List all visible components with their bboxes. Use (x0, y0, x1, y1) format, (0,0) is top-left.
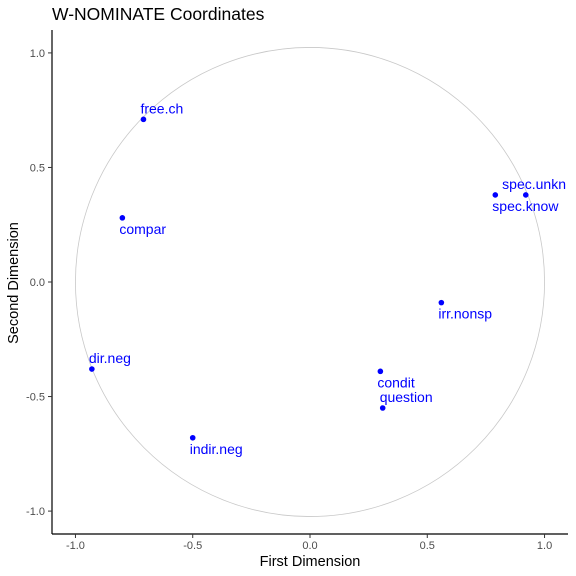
y-tick-label: 1.0 (30, 48, 45, 60)
data-point (140, 116, 147, 123)
data-point-label: indir.neg (190, 441, 243, 457)
data-point (438, 299, 445, 306)
x-tick-label: -0.5 (183, 540, 202, 552)
y-axis-title: Second Dimension (6, 222, 22, 344)
x-tick-label: 1.0 (537, 540, 552, 552)
data-point-label: irr.nonsp (438, 306, 492, 322)
data-point (189, 434, 196, 441)
data-point-label: condit (377, 374, 414, 390)
data-point (377, 368, 384, 375)
data-point-label: spec.unkn (502, 176, 566, 192)
data-point-label: free.ch (140, 100, 183, 116)
data-point (89, 366, 95, 372)
unit-circle (75, 47, 545, 517)
points-layer: free.ch compar spec.unkn spec.know irr.nonsp… (89, 100, 566, 456)
plot-area: free.ch compar spec.unkn spec.know irr.nonsp… (75, 47, 566, 517)
data-point-label: compar (119, 221, 166, 237)
x-axis-title: First Dimension (260, 554, 361, 570)
data-point (119, 215, 126, 221)
data-point (522, 192, 529, 198)
y-axis-ticks: -1.0 -0.5 0.0 0.5 1.0 (26, 48, 52, 518)
data-point-label: dir.neg (89, 350, 131, 366)
x-axis-ticks: -1.0 -0.5 0.0 0.5 1.0 (66, 534, 552, 552)
data-point-label: question (380, 389, 433, 405)
data-point-label: spec.know (492, 198, 559, 214)
y-tick-label: -0.5 (26, 392, 45, 404)
data-point (492, 192, 499, 198)
y-tick-label: 0.5 (30, 162, 45, 174)
data-point (379, 405, 386, 411)
x-tick-label: 0.5 (420, 540, 435, 552)
x-tick-label: 0.0 (302, 540, 317, 552)
y-tick-label: -1.0 (26, 506, 45, 518)
x-tick-label: -1.0 (66, 540, 85, 552)
y-tick-label: 0.0 (30, 277, 45, 289)
chart-title: W-NOMINATE Coordinates (52, 4, 265, 24)
